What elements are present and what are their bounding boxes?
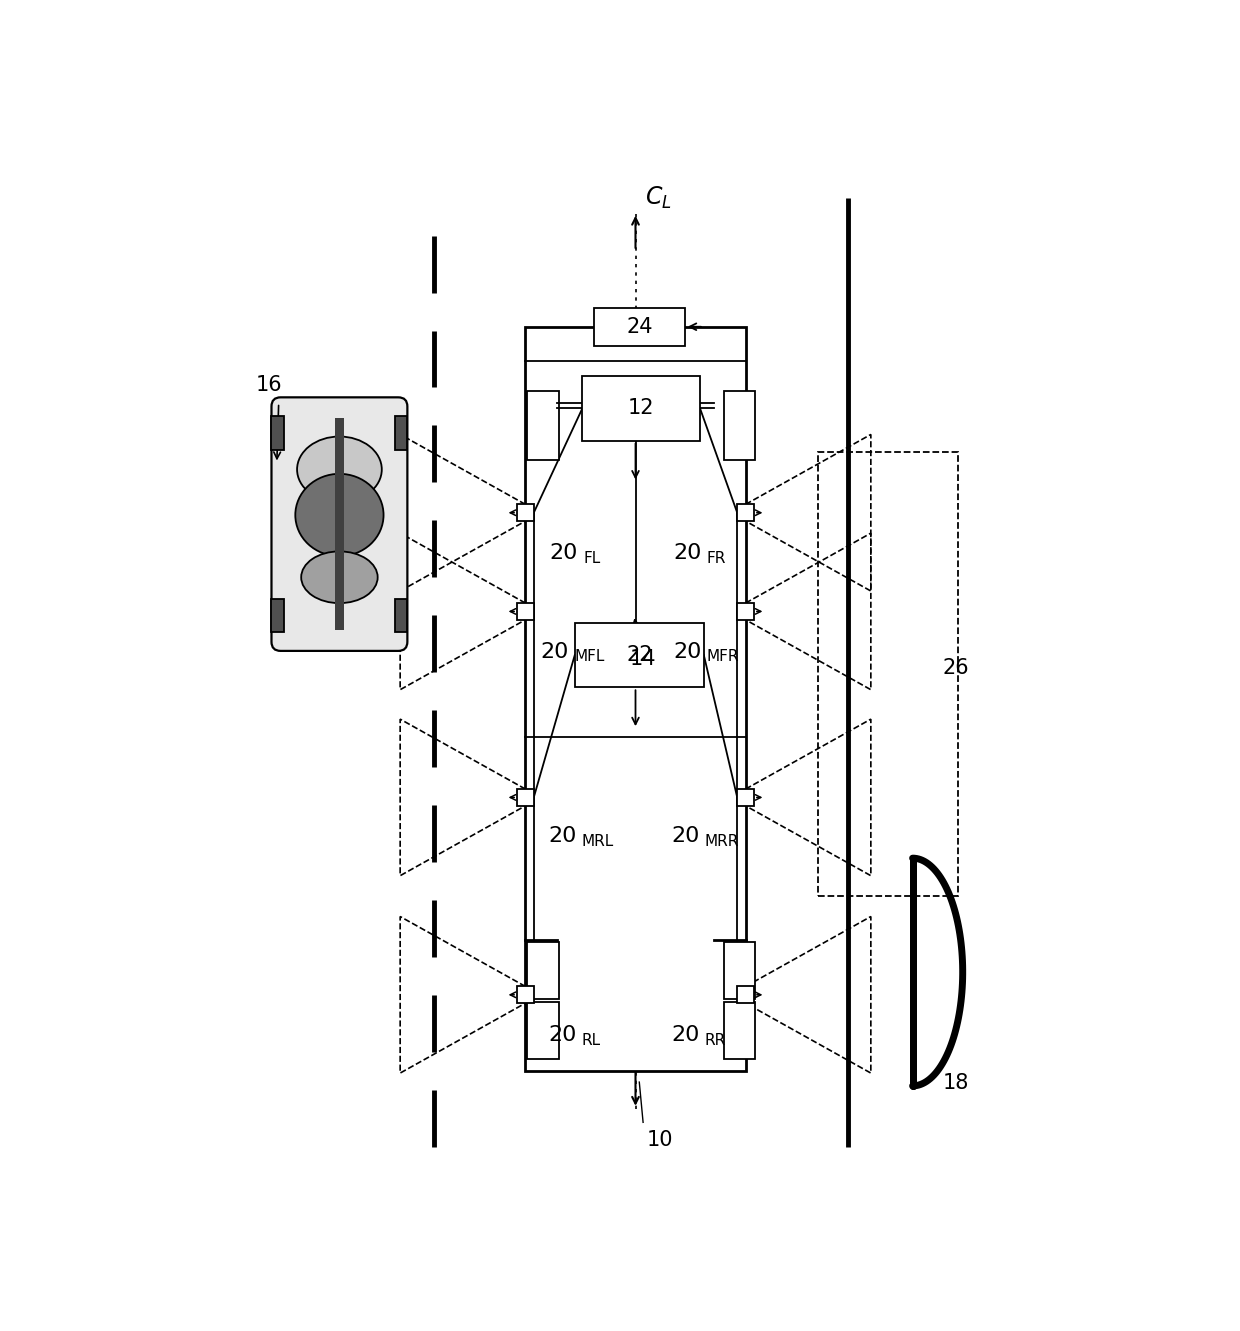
Bar bbox=[272, 599, 284, 632]
Text: 24: 24 bbox=[626, 317, 652, 337]
Bar bbox=[724, 1002, 755, 1059]
Bar bbox=[527, 391, 559, 459]
Text: $C_L$: $C_L$ bbox=[645, 185, 671, 212]
Bar bbox=[738, 789, 754, 805]
Text: 10: 10 bbox=[647, 1130, 673, 1150]
Text: RL: RL bbox=[582, 1033, 600, 1047]
Ellipse shape bbox=[298, 437, 382, 502]
Text: 12: 12 bbox=[627, 398, 655, 418]
Bar bbox=[738, 603, 754, 620]
Bar bbox=[517, 789, 533, 805]
Text: 16: 16 bbox=[255, 375, 283, 395]
Bar bbox=[738, 504, 754, 520]
Text: MFL: MFL bbox=[574, 650, 604, 664]
Text: FR: FR bbox=[707, 551, 727, 566]
Bar bbox=[583, 377, 701, 441]
Bar bbox=[738, 986, 754, 1004]
Text: MRL: MRL bbox=[582, 833, 614, 849]
Bar bbox=[517, 603, 533, 620]
Bar bbox=[396, 599, 408, 632]
Bar bbox=[575, 623, 704, 687]
Bar bbox=[594, 307, 684, 346]
FancyBboxPatch shape bbox=[272, 398, 408, 651]
Ellipse shape bbox=[295, 474, 383, 556]
Bar bbox=[272, 417, 284, 450]
Bar bbox=[817, 453, 959, 896]
Bar bbox=[517, 504, 533, 520]
Bar bbox=[526, 326, 745, 1070]
Text: 20: 20 bbox=[671, 827, 699, 847]
Text: 14: 14 bbox=[630, 650, 657, 669]
Text: MRR: MRR bbox=[704, 833, 739, 849]
Text: 20: 20 bbox=[671, 1025, 699, 1045]
Text: FL: FL bbox=[583, 551, 600, 566]
Text: 20: 20 bbox=[548, 827, 577, 847]
Text: 18: 18 bbox=[942, 1074, 970, 1094]
Text: 26: 26 bbox=[942, 659, 970, 679]
Text: RR: RR bbox=[704, 1033, 725, 1047]
Text: MFR: MFR bbox=[707, 650, 739, 664]
Bar bbox=[396, 417, 408, 450]
Text: 20: 20 bbox=[541, 642, 569, 662]
Bar bbox=[527, 941, 559, 998]
Text: 20: 20 bbox=[548, 1025, 577, 1045]
Text: 20: 20 bbox=[549, 543, 578, 563]
Bar bbox=[527, 1002, 559, 1059]
Text: 20: 20 bbox=[673, 543, 702, 563]
Bar bbox=[724, 941, 755, 998]
Bar bbox=[335, 418, 343, 631]
Text: 22: 22 bbox=[626, 646, 652, 666]
Bar bbox=[517, 986, 533, 1004]
Ellipse shape bbox=[301, 551, 378, 603]
Bar bbox=[724, 391, 755, 459]
Text: 20: 20 bbox=[673, 642, 702, 662]
